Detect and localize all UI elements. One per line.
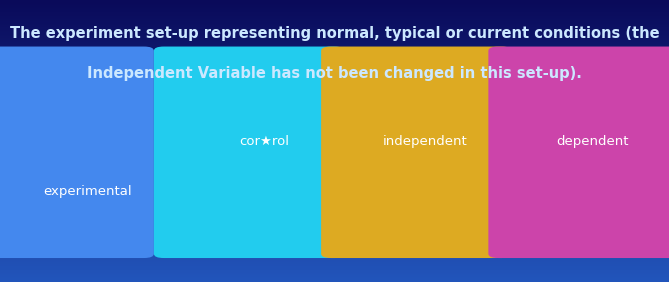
Text: dependent: dependent — [556, 135, 628, 147]
Text: cor★rol: cor★rol — [240, 135, 289, 147]
Text: experimental: experimental — [43, 185, 132, 198]
FancyBboxPatch shape — [488, 47, 669, 258]
FancyBboxPatch shape — [154, 47, 345, 258]
Text: Independent Variable has not been changed in this set-up).: Independent Variable has not been change… — [87, 66, 582, 81]
Text: The experiment set-up representing normal, typical or current conditions (the: The experiment set-up representing norma… — [9, 26, 660, 41]
FancyBboxPatch shape — [321, 47, 512, 258]
Text: independent: independent — [383, 135, 467, 147]
FancyBboxPatch shape — [0, 47, 154, 258]
